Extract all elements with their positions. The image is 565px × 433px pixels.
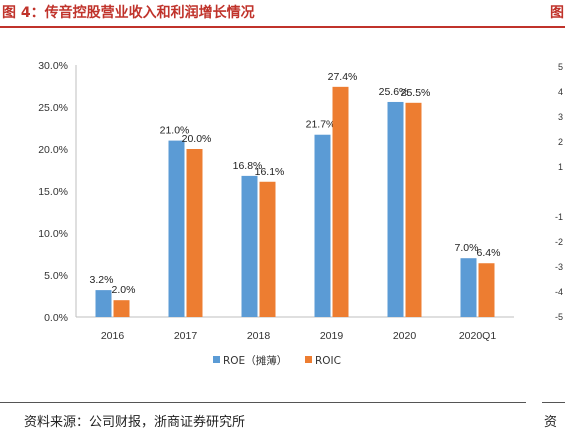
adjacent-source-note: 资 [544,415,558,430]
y-tick-label-6: 30.0% [38,60,68,72]
adjacent-y-tick-label-0: 5 [558,62,563,72]
adjacent-y-tick-label-1: 4 [558,87,563,97]
adjacent-y-tick-label-4: 1 [558,162,563,172]
bar-roe-2016 [95,290,112,317]
data-label-roe-2018: 16.8% [233,160,263,172]
bar-roe-2020Q1 [460,258,477,317]
adjacent-y-tick-label-9: -4 [555,287,563,297]
adjacent-y-tick-label-7: -2 [555,237,563,247]
bar-roic-2020Q1 [478,263,495,317]
legend-label-roic: ROIC [315,355,341,367]
x-tick-label-2017: 2017 [174,330,198,342]
data-label-roic-2017: 20.0% [182,133,212,145]
y-tick-label-1: 5.0% [44,270,68,282]
adjacent-y-tick-label-6: -1 [555,212,563,222]
bar-roic-2018 [259,181,276,317]
bar-roe-2017 [168,140,185,317]
legend-swatch-roe [213,356,220,363]
data-label-roe-2020Q1: 7.0% [455,242,479,254]
data-label-roe-2019: 21.7% [306,119,336,131]
bar-roic-2017 [186,149,203,317]
adjacent-y-tick-label-3: 2 [558,137,563,147]
adjacent-y-tick-label-2: 3 [558,112,563,122]
y-tick-label-2: 10.0% [38,228,68,240]
x-tick-label-2018: 2018 [247,330,271,342]
source-bar: 资料来源：公司财报，浙商证券研究所 [0,402,526,433]
adjacent-y-tick-label-8: -3 [555,262,563,272]
data-label-roic-2020Q1: 6.4% [477,247,501,259]
data-label-roic-2016: 2.0% [112,284,136,296]
figure-title-bar: 图 4：传音控股营业收入和利润增长情况 [0,0,548,28]
bar-roic-2019 [332,86,349,317]
bar-roic-2020 [405,102,422,317]
y-tick-label-0: 0.0% [44,312,68,324]
figure-title: 图 4：传音控股营业收入和利润增长情况 [2,5,255,21]
adjacent-y-tick-label-10: -5 [555,312,563,322]
adjacent-figure-title-bar: 图 [548,0,565,28]
data-label-roe-2020: 25.6% [379,86,409,98]
bar-roe-2018 [241,175,258,317]
data-label-roic-2019: 27.4% [328,71,358,83]
data-label-roic-2018: 16.1% [255,166,285,178]
legend-label-roe: ROE（摊薄） [223,354,287,367]
source-note: 资料来源：公司财报，浙商证券研究所 [24,415,246,430]
data-label-roe-2016: 3.2% [90,274,114,286]
bar-roe-2019 [314,134,331,317]
adjacent-figure-title: 图 [550,5,564,21]
x-tick-label-2020Q1: 2020Q1 [459,330,497,342]
y-tick-label-5: 25.0% [38,102,68,114]
y-tick-label-4: 20.0% [38,144,68,156]
adjacent-source-bar: 资 [542,402,565,433]
x-tick-label-2016: 2016 [101,330,125,342]
x-tick-label-2019: 2019 [320,330,344,342]
x-tick-label-2020: 2020 [393,330,417,342]
y-tick-label-3: 15.0% [38,186,68,198]
data-label-roic-2020: 25.5% [401,87,431,99]
bar-roe-2020 [387,101,404,318]
data-label-roe-2017: 21.0% [160,125,190,137]
roe-roic-bar-chart: 0.0% 5.0% 10.0% 15.0% 20.0% 25.0% 30.0% 3.2%2.0… [38,60,563,367]
legend-swatch-roic [305,356,312,363]
bar-roic-2016 [113,300,130,317]
